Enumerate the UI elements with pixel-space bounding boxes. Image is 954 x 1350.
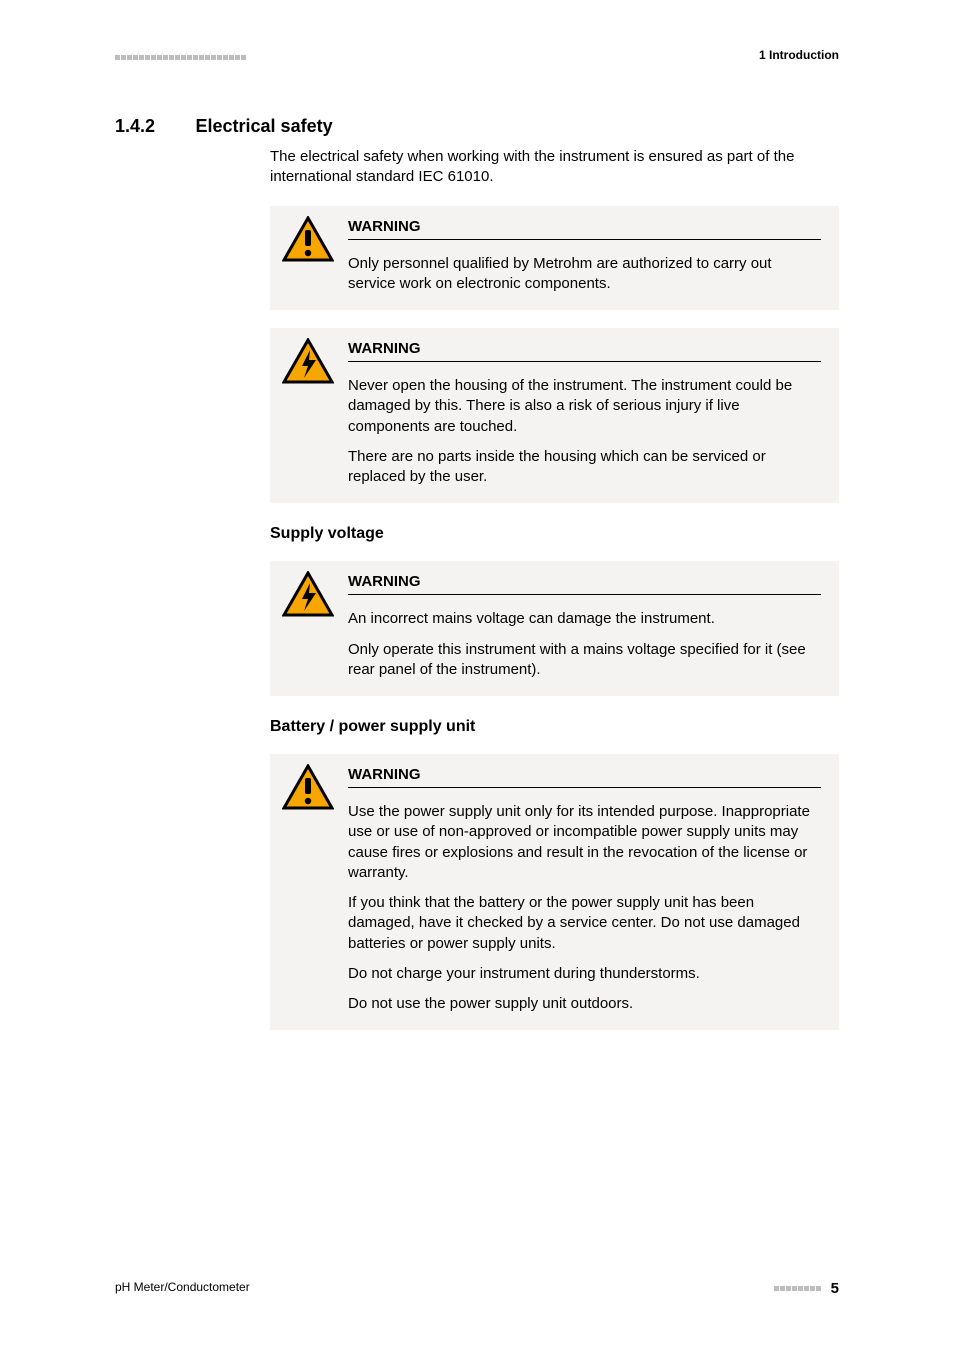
- subheading-supply-voltage: Supply voltage: [270, 525, 839, 543]
- warning-box-psu: WARNING Use the power supply unit only f…: [270, 754, 839, 1030]
- header-bar: 1 Introduction: [115, 54, 839, 68]
- warning-text: If you think that the battery or the pow…: [348, 893, 821, 954]
- section-body: The electrical safety when working with …: [270, 147, 839, 1030]
- section-heading: 1.4.2 Electrical safety: [115, 116, 839, 137]
- warning-text: Only operate this instrument with a main…: [348, 640, 821, 681]
- section-number: 1.4.2: [115, 116, 155, 137]
- footer-dots: [774, 1286, 821, 1292]
- page-footer: pH Meter/Conductometer 5: [115, 1280, 839, 1294]
- warning-exclaim-icon: [282, 764, 334, 810]
- header-dots: [115, 54, 839, 60]
- warning-label: WARNING: [348, 328, 821, 362]
- subheading-battery-psu: Battery / power supply unit: [270, 718, 839, 736]
- warning-box-mains: WARNING An incorrect mains voltage can d…: [270, 561, 839, 696]
- warning-text: Do not use the power supply unit outdoor…: [348, 994, 821, 1014]
- warning-box-service: WARNING Only personnel qualified by Metr…: [270, 206, 839, 311]
- footer-page: 5: [774, 1280, 839, 1297]
- warning-text: Use the power supply unit only for its i…: [348, 802, 821, 883]
- section-title: Electrical safety: [196, 116, 333, 136]
- warning-text: Only personnel qualified by Metrohm are …: [348, 254, 821, 295]
- page-number: 5: [831, 1280, 839, 1297]
- warning-text: An incorrect mains voltage can damage th…: [348, 609, 821, 629]
- page-content: 1.4.2 Electrical safety The electrical s…: [115, 116, 839, 1030]
- warning-label: WARNING: [348, 206, 821, 240]
- warning-label: WARNING: [348, 561, 821, 595]
- warning-label: WARNING: [348, 754, 821, 788]
- warning-bolt-icon: [282, 571, 334, 617]
- warning-text: Never open the housing of the instrument…: [348, 376, 821, 437]
- warning-text: There are no parts inside the housing wh…: [348, 447, 821, 488]
- intro-paragraph: The electrical safety when working with …: [270, 147, 839, 188]
- footer-product: pH Meter/Conductometer: [115, 1280, 250, 1294]
- warning-bolt-icon: [282, 338, 334, 384]
- warning-box-housing: WARNING Never open the housing of the in…: [270, 328, 839, 503]
- warning-text: Do not charge your instrument during thu…: [348, 964, 821, 984]
- header-chapter: 1 Introduction: [759, 48, 839, 62]
- warning-exclaim-icon: [282, 216, 334, 262]
